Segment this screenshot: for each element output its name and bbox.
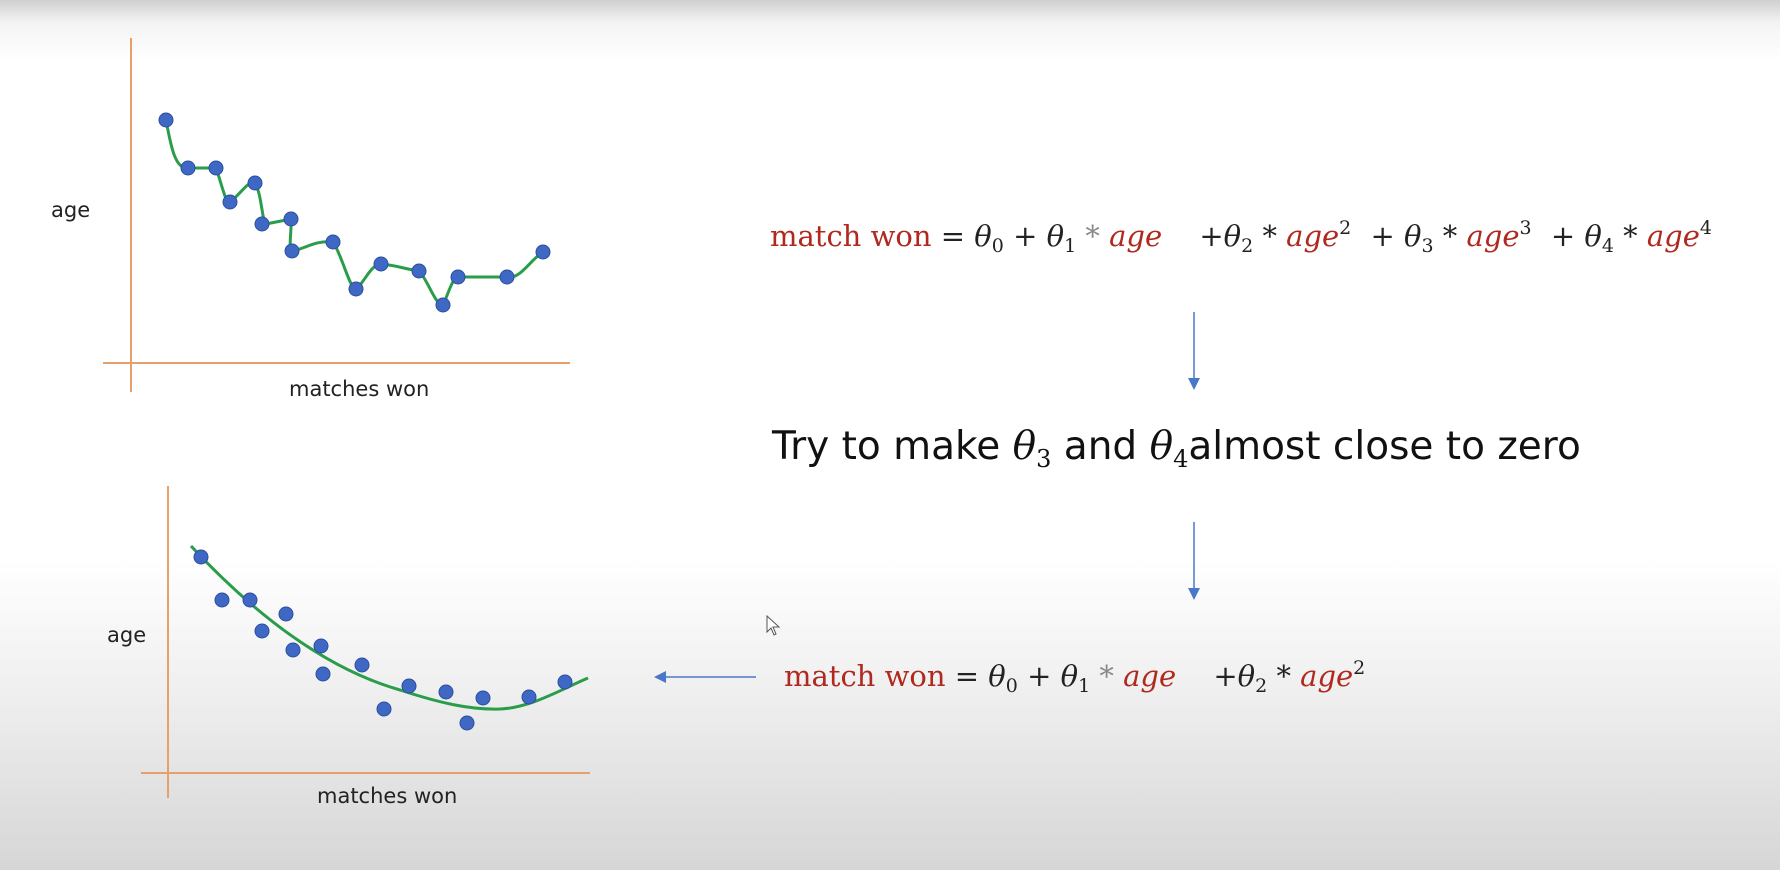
top-chart-point <box>283 211 299 227</box>
top-chart-point <box>254 216 270 232</box>
eq-theta: θ <box>1060 659 1079 693</box>
mouse-cursor-icon <box>766 615 781 636</box>
eq-times: * <box>1276 659 1291 693</box>
bottom-chart-point <box>315 666 331 682</box>
bottom-chart-point <box>278 606 294 622</box>
eq-age: age <box>1109 219 1163 253</box>
bottom-chart-point <box>285 642 301 658</box>
eq-plus: + <box>1199 219 1224 253</box>
bottom-chart-point <box>438 684 454 700</box>
bottom-chart-point <box>242 592 258 608</box>
middle-theta: θ <box>1149 424 1174 469</box>
eq-sub: 3 <box>1421 235 1434 257</box>
bottom-chart-ylabel: age <box>107 623 147 647</box>
bottom-chart-xlabel: matches won <box>317 784 458 808</box>
eq-sub: 2 <box>1241 235 1254 257</box>
top-chart-point <box>180 160 196 176</box>
bottom-chart-point <box>401 678 417 694</box>
equation-polynomial-degree-4: match won = θ0 + θ1 * age +θ2 * age2 + θ… <box>770 217 1712 256</box>
bottom-chart-point <box>557 674 573 690</box>
eq-age: age <box>1300 659 1354 693</box>
eq-pow: 2 <box>1339 217 1352 239</box>
middle-sub: 4 <box>1173 445 1189 473</box>
eq-theta: θ <box>1223 219 1242 253</box>
eq-theta: θ <box>1584 219 1602 253</box>
bottom-chart <box>141 486 590 798</box>
middle-theta: θ <box>1012 424 1037 469</box>
top-chart-point <box>222 194 238 210</box>
top-chart-point <box>325 234 341 250</box>
eq-times: * <box>1442 219 1458 253</box>
eq-theta: θ <box>974 219 992 253</box>
eq-times: * <box>1085 219 1100 253</box>
eq-times: * <box>1262 219 1277 253</box>
middle-text-and: and <box>1051 424 1150 469</box>
eq-pow: 3 <box>1519 217 1532 239</box>
bottom-chart-points <box>193 549 573 731</box>
middle-sub: 3 <box>1036 445 1052 473</box>
eq-age: age <box>1646 219 1700 253</box>
top-chart-point <box>373 256 389 272</box>
eq-theta: θ <box>1046 219 1065 253</box>
top-chart-xlabel: matches won <box>289 377 430 401</box>
eq-lhs: match won <box>770 219 932 253</box>
bottom-chart-point <box>376 701 392 717</box>
eq-sub: 0 <box>1005 675 1018 697</box>
eq-theta: θ <box>1404 219 1422 253</box>
equation-polynomial-degree-2: match won = θ0 + θ1 * age +θ2 * age2 <box>784 657 1366 696</box>
eq-sub: 1 <box>1064 235 1077 257</box>
eq-plus: + <box>1550 219 1576 253</box>
top-chart-point <box>435 297 451 313</box>
bottom-chart-point <box>193 549 209 565</box>
top-chart-ylabel: age <box>51 198 91 222</box>
eq-plus: + <box>1213 659 1238 693</box>
top-chart-point <box>411 263 427 279</box>
top-chart-point <box>158 112 174 128</box>
top-chart-point <box>284 243 300 259</box>
top-chart-point <box>450 269 466 285</box>
top-chart-points <box>158 112 551 313</box>
eq-plus: + <box>1013 219 1038 253</box>
regularization-instruction: Try to make θ3 and θ4almost close to zer… <box>772 424 1581 471</box>
eq-sub: 0 <box>991 235 1004 257</box>
middle-text-part1: Try to make <box>772 424 1013 469</box>
top-chart <box>103 38 570 392</box>
top-chart-point <box>535 244 551 260</box>
eq-equals: = <box>954 659 980 693</box>
eq-sub: 2 <box>1255 675 1268 697</box>
top-chart-point <box>208 160 224 176</box>
eq-age: age <box>1466 219 1520 253</box>
eq-pow: 4 <box>1699 217 1712 239</box>
bottom-chart-point <box>475 690 491 706</box>
eq-pow: 2 <box>1353 657 1366 679</box>
eq-theta: θ <box>988 659 1006 693</box>
eq-lhs: match won <box>784 659 946 693</box>
bottom-chart-point <box>254 623 270 639</box>
eq-age: age <box>1123 659 1177 693</box>
eq-times: * <box>1099 659 1114 693</box>
eq-times: * <box>1623 219 1638 253</box>
eq-equals: = <box>940 219 966 253</box>
eq-sub: 1 <box>1078 675 1091 697</box>
top-chart-point <box>247 175 263 191</box>
left-arrow <box>654 671 756 683</box>
down-arrow-2 <box>1188 522 1200 600</box>
bottom-chart-point <box>313 638 329 654</box>
down-arrow-1 <box>1188 312 1200 390</box>
eq-sub: 4 <box>1601 235 1614 257</box>
middle-text-part2: almost close to zero <box>1188 424 1581 469</box>
top-chart-point <box>499 269 515 285</box>
eq-plus: + <box>1027 659 1052 693</box>
bottom-chart-point <box>214 592 230 608</box>
top-chart-point <box>348 281 364 297</box>
eq-plus: + <box>1370 219 1395 253</box>
bottom-chart-point <box>459 715 475 731</box>
bottom-chart-point <box>521 689 537 705</box>
eq-age: age <box>1286 219 1340 253</box>
bottom-chart-point <box>354 657 370 673</box>
eq-theta: θ <box>1237 659 1256 693</box>
